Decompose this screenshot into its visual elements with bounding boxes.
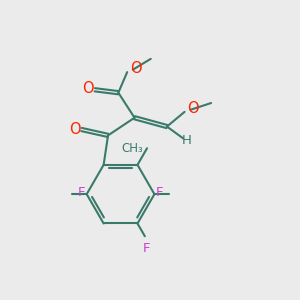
- Text: H: H: [182, 134, 192, 147]
- Text: F: F: [142, 242, 150, 254]
- Text: O: O: [130, 61, 142, 76]
- Text: CH₃: CH₃: [122, 142, 143, 155]
- Text: O: O: [69, 122, 81, 137]
- Text: O: O: [82, 81, 94, 96]
- Text: F: F: [156, 186, 163, 199]
- Text: F: F: [78, 186, 85, 199]
- Text: O: O: [188, 100, 199, 116]
